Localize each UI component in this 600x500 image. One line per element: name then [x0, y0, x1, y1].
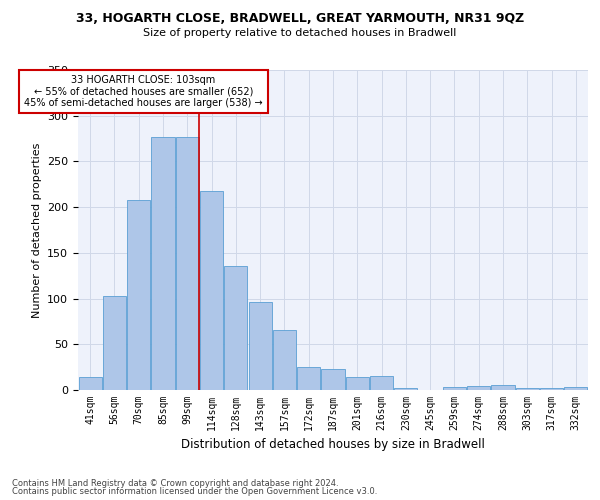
Text: 33, HOGARTH CLOSE, BRADWELL, GREAT YARMOUTH, NR31 9QZ: 33, HOGARTH CLOSE, BRADWELL, GREAT YARMO… — [76, 12, 524, 26]
Bar — [273, 330, 296, 390]
Bar — [443, 388, 466, 390]
Bar — [540, 388, 563, 390]
Text: Contains HM Land Registry data © Crown copyright and database right 2024.: Contains HM Land Registry data © Crown c… — [12, 478, 338, 488]
Bar — [346, 377, 369, 390]
Bar — [467, 386, 490, 390]
Bar — [151, 136, 175, 390]
Bar — [297, 367, 320, 390]
Bar — [394, 388, 418, 390]
Bar — [370, 376, 393, 390]
Bar — [491, 386, 515, 390]
Bar — [79, 377, 101, 390]
Bar — [103, 296, 126, 390]
Bar — [224, 266, 247, 390]
Bar — [516, 388, 539, 390]
Y-axis label: Number of detached properties: Number of detached properties — [32, 142, 41, 318]
Text: Size of property relative to detached houses in Bradwell: Size of property relative to detached ho… — [143, 28, 457, 38]
Text: 33 HOGARTH CLOSE: 103sqm
← 55% of detached houses are smaller (652)
45% of semi-: 33 HOGARTH CLOSE: 103sqm ← 55% of detach… — [24, 74, 263, 108]
Bar — [176, 136, 199, 390]
Bar — [248, 302, 272, 390]
Bar — [565, 388, 587, 390]
Bar — [322, 369, 344, 390]
Bar — [200, 190, 223, 390]
Bar — [127, 200, 150, 390]
Text: Contains public sector information licensed under the Open Government Licence v3: Contains public sector information licen… — [12, 487, 377, 496]
X-axis label: Distribution of detached houses by size in Bradwell: Distribution of detached houses by size … — [181, 438, 485, 452]
